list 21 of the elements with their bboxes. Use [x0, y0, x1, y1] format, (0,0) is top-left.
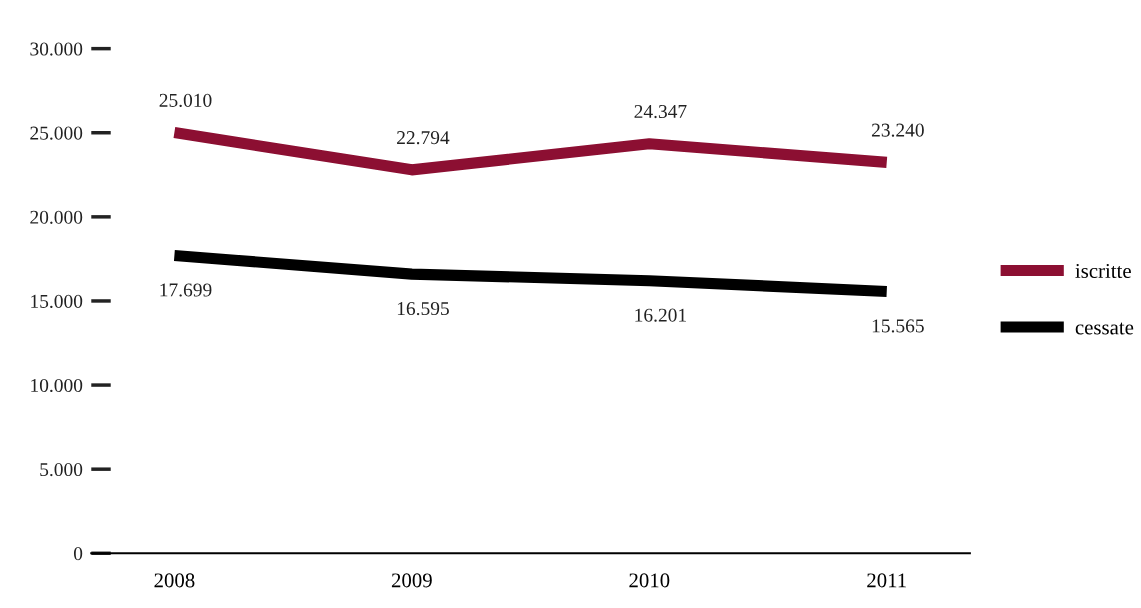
y-tick-label: 10.000 — [31, 378, 83, 393]
y-tick-label: 25.000 — [30, 126, 83, 140]
x-tick-label: 2009 — [391, 573, 432, 588]
y-tick-label: 5.000 — [40, 462, 83, 477]
data-label: 16.201 — [635, 308, 686, 322]
data-label: 24.347 — [634, 104, 687, 119]
data-label: 22.794 — [397, 131, 450, 145]
legend-label: iscritte — [1075, 263, 1131, 278]
x-tick-label: 2010 — [629, 573, 670, 588]
data-label: 23.240 — [871, 123, 924, 137]
x-tick-label: 2011 — [867, 573, 906, 588]
data-label: 25.010 — [159, 93, 212, 107]
legend-label: cessate — [1075, 322, 1134, 335]
data-label: 17.699 — [160, 283, 212, 297]
y-tick-label: 30.000 — [30, 42, 83, 56]
y-tick-label: 15.000 — [31, 294, 83, 308]
data-label: 15.565 — [872, 319, 924, 333]
y-tick-label: 20.000 — [30, 210, 83, 224]
x-tick-label: 2008 — [154, 573, 195, 588]
y-tick-label: 0 — [73, 547, 83, 561]
data-label: 16.595 — [397, 302, 449, 316]
